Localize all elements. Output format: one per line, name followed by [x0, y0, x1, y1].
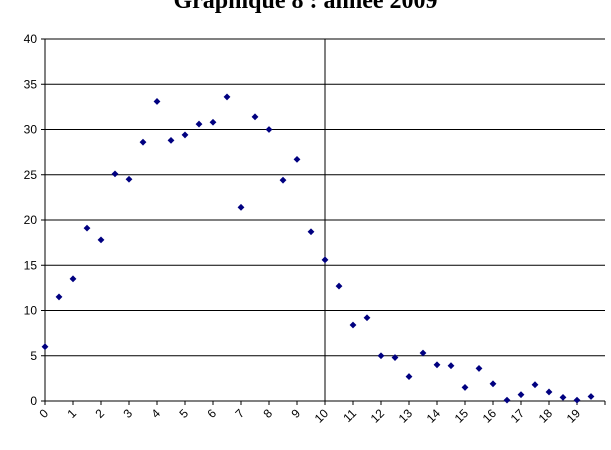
x-tick-label: 0 [36, 406, 51, 421]
data-point [251, 113, 259, 121]
data-point [83, 224, 91, 232]
x-tick-label: 11 [340, 406, 359, 425]
x-tick-label: 5 [176, 406, 191, 421]
data-point [517, 391, 525, 399]
y-tick-label: 15 [24, 258, 38, 272]
data-point [195, 120, 203, 128]
data-point [293, 155, 301, 163]
data-point [489, 380, 497, 388]
y-tick-label: 30 [24, 123, 38, 137]
data-point [447, 362, 455, 370]
data-point [433, 361, 441, 369]
data-point [111, 170, 119, 178]
data-point [573, 396, 581, 404]
data-point [181, 131, 189, 139]
x-tick-label: 13 [396, 406, 416, 426]
x-tick-label: 15 [452, 406, 472, 426]
y-tick-label: 25 [24, 168, 38, 182]
data-point [55, 293, 63, 301]
data-point [391, 354, 399, 361]
y-tick-label: 5 [30, 349, 37, 363]
x-tick-label: 18 [536, 406, 556, 426]
data-point [237, 203, 245, 211]
x-tick-label: 14 [424, 406, 444, 426]
data-point [41, 343, 49, 351]
data-point [363, 314, 371, 322]
data-point [153, 98, 161, 105]
data-point [559, 393, 567, 401]
data-point [167, 136, 175, 144]
x-tick-label: 19 [564, 406, 584, 426]
x-tick-label: 7 [232, 406, 247, 421]
data-point [279, 176, 287, 184]
data-point [265, 126, 273, 133]
data-point [321, 256, 329, 264]
y-tick-label: 10 [24, 304, 38, 318]
data-point [419, 349, 427, 357]
y-tick-label: 40 [24, 32, 38, 46]
data-point [139, 138, 147, 146]
data-point [125, 175, 133, 183]
x-tick-label: 1 [64, 406, 79, 421]
data-point [503, 396, 511, 404]
data-point [223, 93, 231, 101]
x-tick-label: 4 [148, 406, 163, 421]
data-point [405, 373, 413, 380]
x-tick-label: 10 [312, 406, 332, 426]
y-tick-label: 35 [24, 77, 38, 91]
data-point [545, 388, 553, 396]
data-point [475, 365, 483, 372]
data-point [69, 275, 77, 283]
x-tick-label: 12 [368, 406, 388, 426]
data-point [377, 352, 385, 360]
data-point [209, 118, 217, 126]
data-point [587, 393, 595, 400]
data-point [461, 384, 469, 391]
x-tick-label: 16 [480, 406, 500, 426]
x-tick-label: 2 [92, 406, 107, 421]
y-tick-label: 20 [24, 213, 38, 227]
x-tick-label: 17 [508, 406, 528, 426]
x-tick-label: 3 [120, 406, 135, 421]
data-point [307, 228, 315, 236]
data-point [335, 282, 343, 290]
y-tick-label: 0 [30, 394, 37, 408]
data-point [349, 321, 357, 329]
data-point [97, 236, 105, 244]
data-point [531, 381, 539, 389]
x-tick-label: 9 [288, 406, 303, 421]
x-tick-label: 8 [260, 406, 275, 421]
x-tick-label: 6 [204, 406, 219, 421]
chart-title: Graphique 8 : année 2009 [173, 0, 438, 14]
